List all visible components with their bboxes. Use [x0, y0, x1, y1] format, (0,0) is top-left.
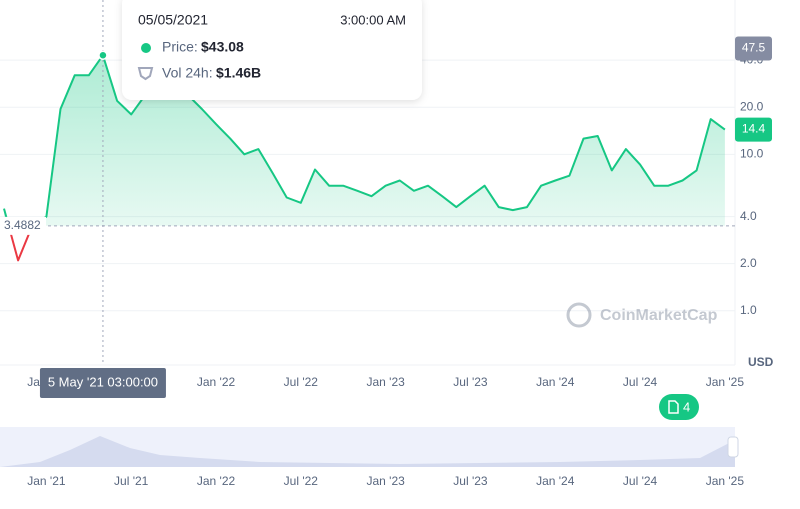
y-tick-label: 4.0: [740, 209, 757, 223]
navigator-tick-label: Jan '25: [706, 474, 745, 488]
notes-icon: [668, 400, 679, 414]
y-tick-label: 20.0: [740, 99, 764, 113]
navigator-volume-shape: [0, 436, 735, 467]
tooltip-price-label: Price:: [162, 39, 198, 55]
x-tick-label: Jul '22: [284, 375, 319, 389]
notes-badge[interactable]: [659, 394, 699, 420]
tooltip-time: 3:00:00 AM: [340, 12, 406, 27]
hover-point: [98, 50, 108, 61]
tooltip: 05/05/2021 3:00:00 AM Price: $43.08 Vol …: [122, 0, 422, 100]
navigator-tick-label: Jan '23: [366, 474, 405, 488]
navigator-tick-label: Jul '23: [453, 474, 488, 488]
x-tick-label: Jan '24: [536, 375, 575, 389]
date-badge-label: 5 May '21 03:00:00: [48, 374, 158, 389]
current-price-badge-label: 14.4: [742, 122, 766, 136]
watermark-text: CoinMarketCap: [600, 307, 718, 324]
baseline-label: 3.4882: [4, 218, 41, 232]
navigator-tick-label: Jan '21: [27, 474, 66, 488]
x-tick-label: Jan '23: [366, 375, 405, 389]
crosshair-price-badge-label: 47.5: [742, 41, 766, 55]
navigator-tick-label: Jul '21: [114, 474, 149, 488]
baseline-badge: [0, 216, 46, 235]
crosshair-price-badge: [735, 36, 772, 61]
y-tick-label: 10.0: [740, 147, 764, 161]
navigator-tick-label: Jan '24: [536, 474, 575, 488]
notes-count: 4: [683, 399, 690, 414]
navigator-tick-label: Jul '22: [284, 474, 319, 488]
tooltip-price: $43.08: [201, 39, 244, 55]
current-price-badge: [735, 117, 772, 142]
volume-icon: [137, 67, 154, 81]
tooltip-date: 05/05/2021: [138, 12, 208, 28]
currency-label: USD: [748, 355, 774, 369]
x-tick-label: Jan '22: [197, 375, 236, 389]
tooltip-vol: $1.46B: [216, 65, 261, 81]
date-badge: [39, 368, 166, 398]
navigator-handle[interactable]: [727, 436, 739, 458]
navigator-tick-label: Jul '24: [623, 474, 658, 488]
navigator-tick-label: Jan '22: [197, 474, 236, 488]
x-tick-label: Jul '23: [453, 375, 488, 389]
overlay: 3.4882 5 May '21 03:00:00 47.5 14.4 4: [0, 0, 772, 420]
y-tick-label: 1.0: [740, 303, 757, 317]
x-tick-label: Jul '24: [623, 375, 658, 389]
y-tick-label: 2.0: [740, 256, 757, 270]
watermark: CoinMarketCap: [566, 302, 718, 328]
tooltip-box: [122, 0, 422, 100]
x-tick-label: Jan '25: [706, 375, 745, 389]
price-dot: [141, 43, 151, 53]
tooltip-vol-label: Vol 24h:: [162, 65, 213, 81]
price-line: [3, 54, 726, 226]
